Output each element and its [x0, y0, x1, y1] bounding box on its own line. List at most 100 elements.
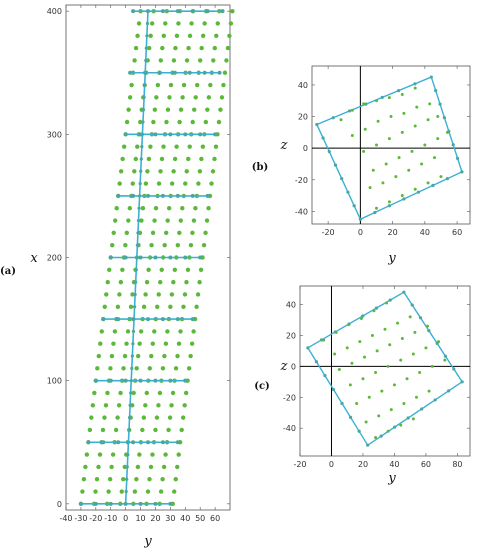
interior-point: [437, 340, 441, 344]
grid-point: [108, 366, 113, 371]
rib-point: [198, 132, 203, 137]
grid-point: [227, 33, 232, 38]
grid-point: [127, 95, 133, 100]
interior-point: [428, 102, 432, 106]
grid-point: [153, 206, 159, 211]
grid-point: [186, 366, 192, 371]
grid-point: [219, 95, 225, 100]
interior-point: [389, 115, 393, 119]
y-axis-label: x: [30, 251, 38, 266]
rib-point: [168, 378, 173, 383]
rib-point: [128, 70, 133, 75]
grid-point: [166, 427, 171, 433]
grid-point: [189, 341, 195, 346]
edge-point: [379, 434, 383, 438]
grid-point: [168, 82, 174, 88]
edge-point: [333, 163, 338, 167]
y-tick-label: -40: [283, 424, 296, 433]
grid-point: [80, 489, 85, 494]
edge-point: [460, 170, 464, 174]
grid-point: [130, 292, 135, 297]
spine-point: [139, 169, 143, 173]
interior-point: [322, 338, 326, 342]
interior-point: [424, 346, 428, 350]
edge-point: [358, 217, 362, 221]
edge-point: [347, 109, 352, 113]
rib-point: [175, 317, 180, 322]
grid-point: [121, 366, 126, 371]
edge-point: [380, 95, 384, 99]
rib-point: [108, 378, 113, 383]
interior-point: [400, 337, 404, 341]
edge-point: [397, 89, 401, 93]
spine-point: [132, 317, 136, 321]
grid-point: [116, 403, 122, 408]
grid-point: [96, 353, 102, 359]
grid-point: [99, 329, 104, 334]
grid-point: [171, 279, 176, 285]
edge-point: [315, 122, 319, 127]
grid-point: [193, 206, 198, 211]
grid-point: [157, 390, 163, 396]
edge-point: [427, 328, 431, 333]
grid-point: [147, 366, 152, 371]
grid-point: [196, 181, 201, 186]
grid-point: [113, 218, 118, 223]
grid-point: [121, 477, 126, 482]
grid-point: [190, 119, 195, 125]
grid-point: [163, 230, 169, 236]
grid-point: [117, 292, 122, 297]
interior-point: [402, 111, 406, 115]
grid-point: [155, 304, 160, 309]
interior-point: [396, 321, 400, 325]
y-tick-label: 20: [298, 113, 308, 122]
edge-point: [410, 303, 414, 307]
interior-point: [362, 102, 366, 106]
interior-point: [399, 358, 403, 362]
grid-point: [135, 33, 140, 38]
grid-point: [155, 82, 161, 88]
rib-point: [101, 317, 106, 322]
grid-point: [124, 119, 130, 125]
grid-point: [201, 242, 207, 248]
grid-point: [103, 403, 109, 408]
grid-point: [125, 329, 131, 334]
grid-point: [131, 390, 136, 396]
edge-point: [445, 177, 450, 181]
rib-point: [175, 440, 180, 445]
grid-point: [209, 181, 214, 186]
edge-point: [443, 354, 448, 358]
interior-point: [363, 355, 367, 359]
grid-point: [135, 144, 140, 149]
grid-point: [188, 353, 193, 359]
grid-point: [81, 477, 87, 482]
grid-point: [122, 464, 127, 470]
interior-point: [445, 130, 449, 134]
spine-point: [136, 231, 140, 235]
grid-point: [228, 21, 234, 26]
grid-point: [177, 230, 182, 236]
rib-point: [116, 193, 121, 198]
x-tick-label: -20: [293, 460, 306, 469]
grid-point: [212, 45, 217, 51]
x-tick-label: -30: [74, 514, 87, 523]
grid-point: [172, 489, 177, 494]
interior-point: [392, 383, 396, 387]
interior-point: [358, 340, 362, 344]
grid-point: [178, 218, 183, 223]
grid-point: [106, 489, 111, 494]
grid-point: [124, 230, 130, 236]
grid-point: [152, 218, 157, 223]
interior-point: [361, 377, 365, 381]
x-axis-label: y: [387, 471, 396, 486]
interior-point: [368, 186, 372, 190]
grid-point: [147, 477, 152, 482]
interior-point: [345, 346, 349, 350]
interior-point: [383, 327, 387, 331]
grid-point: [193, 95, 198, 100]
spine-point: [140, 132, 145, 136]
grid-point: [192, 107, 197, 112]
grid-point: [115, 415, 120, 420]
grid-point: [127, 206, 133, 211]
spine-point: [145, 21, 150, 26]
